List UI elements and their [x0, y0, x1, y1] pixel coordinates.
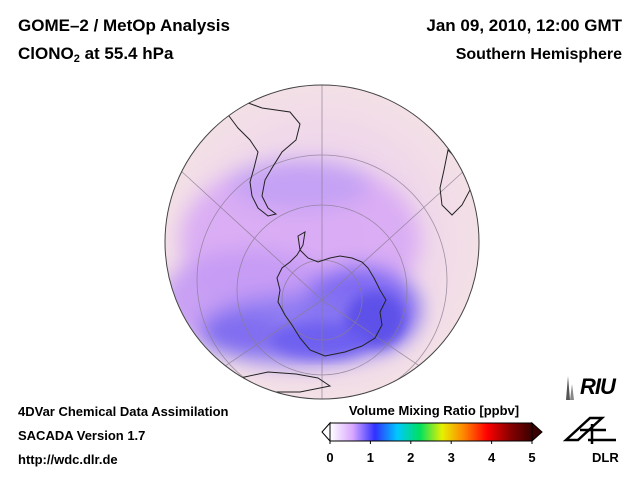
- species-suffix: at 55.4 hPa: [79, 44, 174, 63]
- riu-logo-text: RIU: [580, 374, 616, 399]
- date-label: Jan 09, 2010, 12:00 GMT: [426, 16, 622, 35]
- dlr-logo-icon: [562, 416, 616, 444]
- globe-outline: [164, 84, 480, 400]
- colorbar-tick-label-3: 3: [447, 450, 455, 465]
- url-label: http://wdc.dlr.de: [18, 452, 118, 467]
- colorbar-tick-label-2: 2: [407, 450, 415, 465]
- species-label: ClONO2 at 55.4 hPa: [18, 44, 173, 65]
- riu-logo-icon: [566, 376, 574, 400]
- colorbar-tick-label-0: 0: [326, 450, 334, 465]
- south-america-coastline: [217, 89, 301, 217]
- colorbar-gradient: [329, 422, 533, 442]
- region-label: Southern Hemisphere: [455, 46, 622, 63]
- species-subscript: 2: [73, 53, 80, 65]
- colorbar-tick-label-1: 1: [366, 450, 374, 465]
- colorbar-tick-label-4: 4: [487, 450, 496, 465]
- antarctica-coastline: [276, 231, 387, 357]
- graticule: [179, 85, 466, 399]
- method-label: 4DVar Chemical Data Assimilation: [18, 404, 229, 419]
- colorbar: [321, 421, 543, 444]
- colorbar-tick-label-5: 5: [528, 450, 536, 465]
- colorbar-ticks: [329, 441, 533, 444]
- colorbar-title: Volume Mixing Ratio [ppbv]: [348, 403, 520, 418]
- version-label: SACADA Version 1.7: [18, 428, 146, 443]
- species-prefix: ClONO: [18, 44, 74, 63]
- colorbar-low-arrow: [321, 421, 331, 443]
- dlr-logo-text: DLR: [592, 450, 619, 465]
- colorbar-high-arrow: [531, 421, 543, 443]
- page-title: GOME–2 / MetOp Analysis: [18, 16, 230, 35]
